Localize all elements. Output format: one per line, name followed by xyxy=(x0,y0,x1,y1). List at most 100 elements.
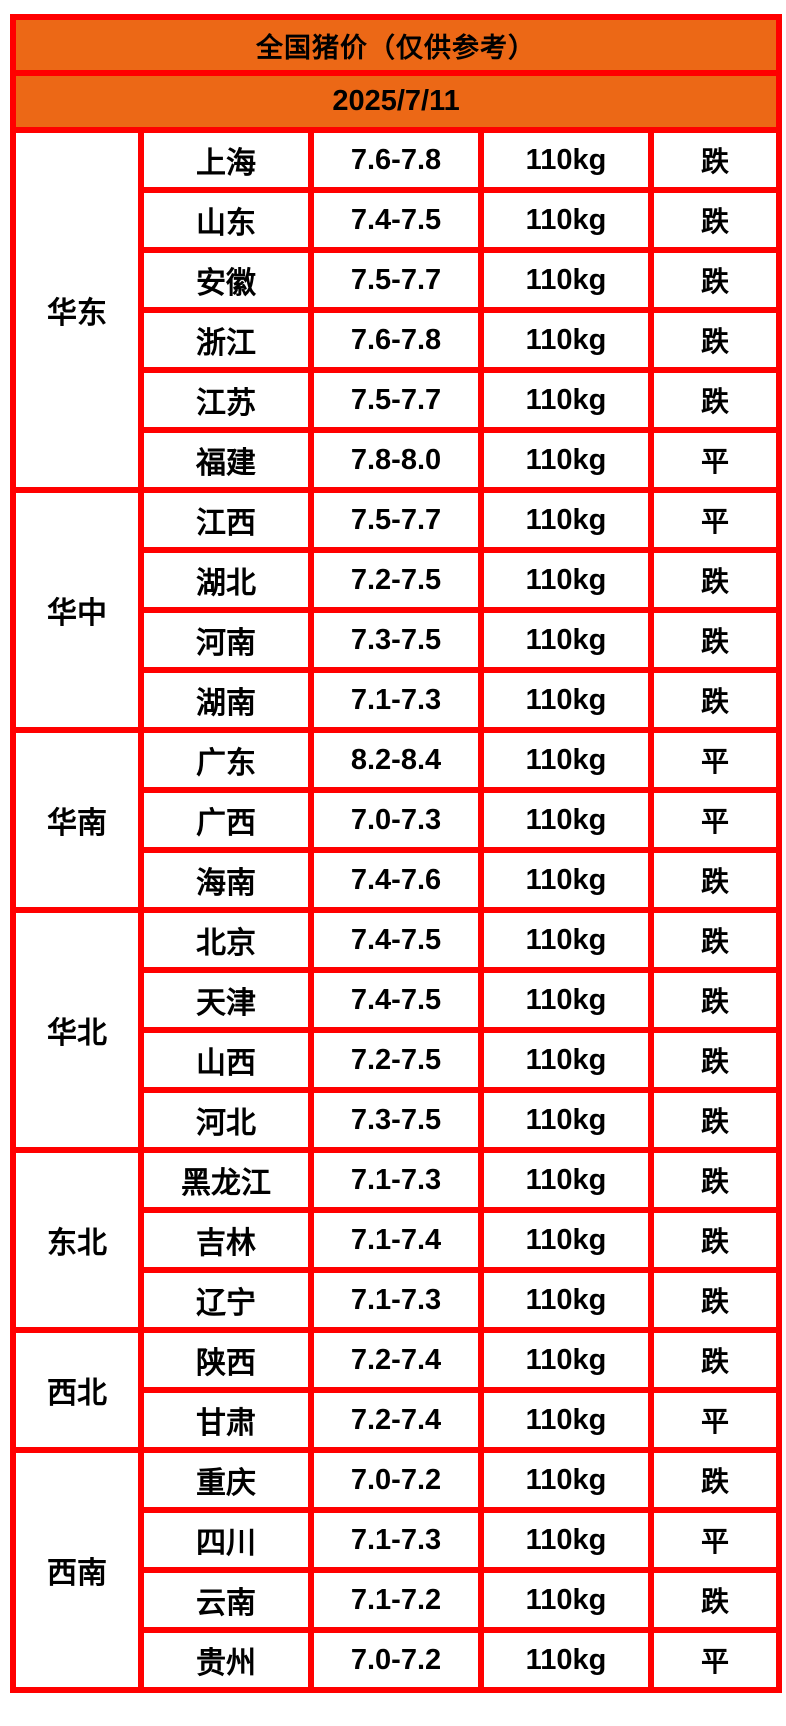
status-cell: 跌 xyxy=(647,1267,783,1333)
region-cell: 华东 xyxy=(10,127,144,493)
status-cell: 平 xyxy=(647,487,783,553)
price-range-cell: 7.5-7.7 xyxy=(308,367,484,433)
price-range-cell: 7.2-7.5 xyxy=(308,547,484,613)
status-cell: 跌 xyxy=(647,1567,783,1633)
price-range-cell: 7.5-7.7 xyxy=(308,487,484,553)
table-row: 广西 7.0-7.3 110kg 平 xyxy=(13,787,783,853)
weight-cell: 110kg xyxy=(478,1087,654,1153)
province-cell: 辽宁 xyxy=(138,1267,314,1333)
weight-cell: 110kg xyxy=(478,1327,654,1393)
weight-cell: 110kg xyxy=(478,727,654,793)
status-cell: 跌 xyxy=(647,967,783,1033)
status-cell: 跌 xyxy=(647,1087,783,1153)
status-cell: 跌 xyxy=(647,127,783,193)
region-cell: 东北 xyxy=(10,1147,144,1333)
province-cell: 广西 xyxy=(138,787,314,853)
table-row: 云南 7.1-7.2 110kg 跌 xyxy=(13,1567,783,1633)
price-range-cell: 7.6-7.8 xyxy=(308,307,484,373)
table-title-row: 全国猪价（仅供参考） xyxy=(9,14,783,76)
weight-cell: 110kg xyxy=(478,1447,654,1513)
status-cell: 跌 xyxy=(647,247,783,313)
date-label: 2025/7/11 xyxy=(9,70,783,133)
table-row: 山东 7.4-7.5 110kg 跌 xyxy=(13,187,783,253)
weight-cell: 110kg xyxy=(478,487,654,553)
page-title: 全国猪价（仅供参考） xyxy=(9,14,783,76)
price-range-cell: 7.2-7.4 xyxy=(308,1327,484,1393)
weight-cell: 110kg xyxy=(478,1207,654,1273)
price-range-cell: 7.4-7.5 xyxy=(308,187,484,253)
province-cell: 福建 xyxy=(138,427,314,493)
table-row: 河北 7.3-7.5 110kg 跌 xyxy=(13,1087,783,1153)
price-range-cell: 7.1-7.2 xyxy=(308,1567,484,1633)
price-range-cell: 7.1-7.3 xyxy=(308,667,484,733)
region-cell: 华中 xyxy=(10,487,144,733)
table-row: 华北 北京 7.4-7.5 110kg 跌 xyxy=(10,907,783,1153)
price-range-cell: 7.1-7.3 xyxy=(308,1147,484,1213)
table-row: 西北 陕西 7.2-7.4 110kg 跌 xyxy=(10,1327,783,1453)
province-cell: 黑龙江 xyxy=(138,1147,314,1213)
price-range-cell: 7.3-7.5 xyxy=(308,1087,484,1153)
status-cell: 跌 xyxy=(647,1147,783,1213)
province-cell: 上海 xyxy=(138,127,314,193)
province-cell: 贵州 xyxy=(138,1627,314,1693)
status-cell: 跌 xyxy=(647,1327,783,1393)
weight-cell: 110kg xyxy=(478,847,654,913)
table-row: 海南 7.4-7.6 110kg 跌 xyxy=(13,847,783,913)
weight-cell: 110kg xyxy=(478,1567,654,1633)
table-row: 四川 7.1-7.3 110kg 平 xyxy=(13,1507,783,1573)
table-row: 山西 7.2-7.5 110kg 跌 xyxy=(13,1027,783,1093)
province-cell: 安徽 xyxy=(138,247,314,313)
status-cell: 跌 xyxy=(647,607,783,673)
province-cell: 广东 xyxy=(138,727,314,793)
pig-price-table: 全国猪价（仅供参考） 2025/7/11 华东 上海 7.6-7.8 110kg 跌山东… xyxy=(9,14,783,1693)
table-row: 江苏 7.5-7.7 110kg 跌 xyxy=(13,367,783,433)
weight-cell: 110kg xyxy=(478,187,654,253)
weight-cell: 110kg xyxy=(478,1507,654,1573)
region-cell: 西南 xyxy=(10,1447,144,1693)
province-cell: 湖南 xyxy=(138,667,314,733)
price-range-cell: 7.2-7.5 xyxy=(308,1027,484,1093)
table-row: 福建 7.8-8.0 110kg 平 xyxy=(13,427,783,493)
province-cell: 浙江 xyxy=(138,307,314,373)
weight-cell: 110kg xyxy=(478,1027,654,1093)
price-range-cell: 7.4-7.5 xyxy=(308,907,484,973)
status-cell: 跌 xyxy=(647,187,783,253)
status-cell: 平 xyxy=(647,427,783,493)
status-cell: 跌 xyxy=(647,847,783,913)
region-cell: 西北 xyxy=(10,1327,144,1453)
weight-cell: 110kg xyxy=(478,547,654,613)
table-row: 浙江 7.6-7.8 110kg 跌 xyxy=(13,307,783,373)
province-cell: 陕西 xyxy=(138,1327,314,1393)
table-row: 东北 黑龙江 7.1-7.3 110kg 跌 xyxy=(10,1147,783,1333)
price-range-cell: 7.0-7.2 xyxy=(308,1447,484,1513)
table-row: 华东 上海 7.6-7.8 110kg 跌 xyxy=(10,127,783,493)
province-cell: 山东 xyxy=(138,187,314,253)
price-range-cell: 7.1-7.3 xyxy=(308,1267,484,1333)
status-cell: 跌 xyxy=(647,1027,783,1093)
table-row: 天津 7.4-7.5 110kg 跌 xyxy=(13,967,783,1033)
province-cell: 天津 xyxy=(138,967,314,1033)
status-cell: 跌 xyxy=(647,667,783,733)
price-rows: 华东 上海 7.6-7.8 110kg 跌山东 7.4-7.5 110kg 跌安徽 7.5-7.… xyxy=(10,127,783,1693)
weight-cell: 110kg xyxy=(478,1267,654,1333)
province-cell: 海南 xyxy=(138,847,314,913)
province-cell: 湖北 xyxy=(138,547,314,613)
table-row: 贵州 7.0-7.2 110kg 平 xyxy=(13,1627,783,1693)
province-cell: 云南 xyxy=(138,1567,314,1633)
status-cell: 跌 xyxy=(647,1447,783,1513)
weight-cell: 110kg xyxy=(478,1387,654,1453)
weight-cell: 110kg xyxy=(478,1147,654,1213)
weight-cell: 110kg xyxy=(478,247,654,313)
province-cell: 北京 xyxy=(138,907,314,973)
province-cell: 河北 xyxy=(138,1087,314,1153)
status-cell: 跌 xyxy=(647,1207,783,1273)
status-cell: 跌 xyxy=(647,307,783,373)
table-row: 华中 江西 7.5-7.7 110kg 平 xyxy=(10,487,783,733)
region-cell: 华北 xyxy=(10,907,144,1153)
status-cell: 平 xyxy=(647,1507,783,1573)
weight-cell: 110kg xyxy=(478,307,654,373)
weight-cell: 110kg xyxy=(478,367,654,433)
province-cell: 四川 xyxy=(138,1507,314,1573)
table-date-row: 2025/7/11 xyxy=(9,70,783,133)
weight-cell: 110kg xyxy=(478,667,654,733)
